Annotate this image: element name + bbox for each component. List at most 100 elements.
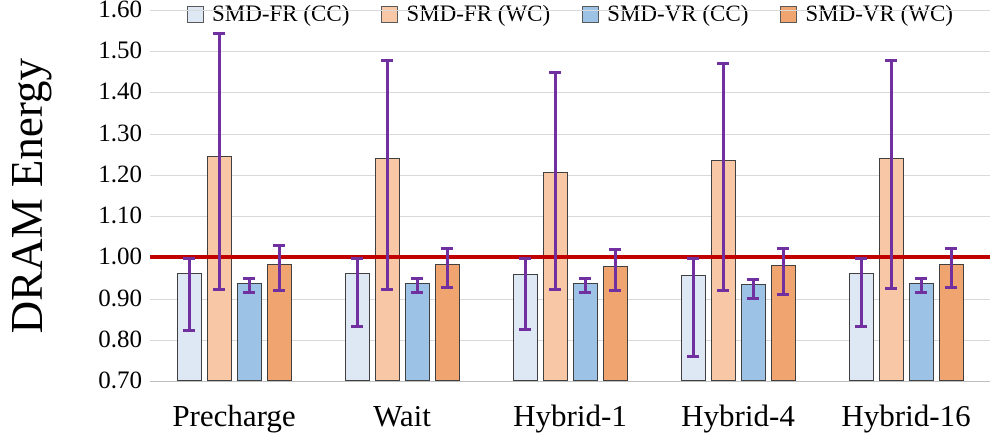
error-bar-SMD-FR (WC)-Hybrid-16	[889, 59, 893, 291]
error-cap-low-SMD-FR (WC)-Hybrid-1	[549, 287, 561, 291]
error-cap-low-SMD-VR (CC)-Wait	[411, 290, 423, 294]
x-axis-label-Wait: Wait	[373, 398, 431, 433]
error-cap-low-SMD-FR (CC)-Hybrid-4	[687, 355, 699, 359]
error-cap-low-SMD-FR (CC)-Hybrid-1	[519, 328, 531, 332]
y-axis-title-text: DRAM Energy	[2, 58, 52, 334]
error-bar-SMD-VR (CC)-Wait	[415, 277, 419, 294]
bar-SMD-VR (CC)-Hybrid-1	[572, 283, 598, 381]
legend-item-SMD-VR (CC): SMD-VR (CC)	[582, 1, 748, 27]
legend-label: SMD-VR (CC)	[607, 1, 749, 26]
error-bar-SMD-VR (WC)-Wait	[445, 247, 449, 289]
error-cap-high-SMD-VR (WC)-Hybrid-1	[609, 247, 621, 251]
gridline-0.90	[150, 298, 990, 300]
error-bar-SMD-FR (CC)-Wait	[355, 257, 359, 328]
error-bar-SMD-FR (WC)-Wait	[385, 59, 389, 291]
error-cap-low-SMD-VR (WC)-Hybrid-16	[945, 286, 957, 290]
reference-line-1.00	[150, 255, 990, 260]
error-cap-high-SMD-FR (WC)-Hybrid-4	[717, 62, 729, 66]
error-cap-high-SMD-VR (CC)-Hybrid-1	[579, 277, 591, 281]
error-cap-low-SMD-FR (WC)-Hybrid-4	[717, 288, 729, 292]
error-cap-low-SMD-VR (WC)-Wait	[441, 285, 453, 289]
legend-swatch-icon	[780, 5, 798, 23]
legend-label: SMD-VR (WC)	[805, 1, 953, 26]
error-cap-high-SMD-FR (CC)-Hybrid-1	[519, 257, 531, 261]
error-cap-high-SMD-VR (WC)-Wait	[441, 247, 453, 251]
error-cap-high-SMD-FR (CC)-Precharge	[183, 257, 195, 261]
error-cap-high-SMD-FR (WC)-Hybrid-1	[549, 71, 561, 75]
legend-item-SMD-FR (CC): SMD-FR (CC)	[187, 1, 349, 27]
error-bar-SMD-FR (CC)-Precharge	[187, 257, 191, 333]
error-bar-SMD-FR (CC)-Hybrid-1	[523, 257, 527, 332]
gridline-0.70	[150, 381, 990, 382]
legend-label: SMD-FR (CC)	[212, 1, 350, 26]
bar-SMD-VR (CC)-Wait	[404, 283, 430, 381]
x-axis-label-Precharge: Precharge	[172, 398, 296, 433]
error-cap-low-SMD-FR (WC)-Hybrid-16	[885, 287, 897, 291]
error-cap-low-SMD-VR (CC)-Hybrid-1	[579, 290, 591, 294]
bar-SMD-VR (CC)-Hybrid-4	[740, 284, 766, 381]
legend-swatch-icon	[187, 5, 204, 23]
error-cap-high-SMD-VR (CC)-Hybrid-16	[915, 277, 927, 281]
plot-area: SMD-FR (CC) SMD-FR (WC) SMD-VR (CC) SMD-VR …	[150, 1, 990, 382]
bar-SMD-VR (CC)-Hybrid-16	[908, 283, 934, 381]
gridline-1.30	[150, 133, 990, 135]
x-axis-label-Hybrid-1: Hybrid-1	[513, 398, 627, 433]
y-tick-label-0.80: 0.80	[98, 325, 142, 353]
error-cap-low-SMD-VR (CC)-Precharge	[243, 291, 255, 295]
error-cap-low-SMD-FR (CC)-Precharge	[183, 329, 195, 333]
error-cap-high-SMD-FR (WC)-Hybrid-16	[885, 59, 897, 63]
bar-SMD-VR (CC)-Precharge	[236, 283, 262, 381]
legend-item-SMD-FR (WC): SMD-FR (WC)	[381, 1, 550, 27]
error-bar-SMD-VR (WC)-Hybrid-16	[949, 246, 953, 290]
error-cap-high-SMD-VR (WC)-Precharge	[273, 243, 285, 247]
legend-item-SMD-VR (WC): SMD-VR (WC)	[780, 1, 953, 27]
error-cap-high-SMD-VR (CC)-Hybrid-4	[747, 277, 759, 281]
gridline-1.40	[150, 92, 990, 94]
gridline-1.50	[150, 51, 990, 53]
y-tick-label-0.90: 0.90	[98, 284, 142, 312]
y-tick-label-1.50: 1.50	[98, 37, 142, 65]
y-tick-label-1.30: 1.30	[98, 119, 142, 147]
error-cap-high-SMD-FR (CC)-Wait	[351, 257, 363, 261]
error-bar-SMD-FR (WC)-Hybrid-1	[553, 71, 557, 291]
error-cap-low-SMD-VR (WC)-Hybrid-4	[777, 292, 789, 296]
y-tick-label-1.10: 1.10	[98, 202, 142, 230]
error-bar-SMD-FR (CC)-Hybrid-16	[859, 257, 863, 329]
y-tick-label-1.40: 1.40	[98, 78, 142, 106]
error-bar-SMD-VR (WC)-Hybrid-1	[613, 247, 617, 292]
error-cap-low-SMD-FR (CC)-Wait	[351, 324, 363, 328]
gridline-0.80	[150, 339, 990, 341]
y-tick-label-1.20: 1.20	[98, 160, 142, 188]
error-bar-SMD-VR (CC)-Hybrid-4	[751, 277, 755, 301]
gridline-1.20	[150, 174, 990, 176]
error-cap-low-SMD-FR (CC)-Hybrid-16	[855, 325, 867, 329]
legend-swatch-icon	[381, 5, 399, 23]
x-axis-label-Hybrid-4: Hybrid-4	[681, 398, 795, 433]
error-cap-high-SMD-VR (WC)-Hybrid-4	[777, 247, 789, 251]
y-tick-label-1.60: 1.60	[98, 0, 142, 23]
error-cap-low-SMD-VR (WC)-Precharge	[273, 289, 285, 293]
gridline-1.10	[150, 216, 990, 218]
error-cap-low-SMD-FR (WC)-Precharge	[213, 287, 225, 291]
error-bar-SMD-FR (WC)-Hybrid-4	[721, 62, 725, 292]
x-axis-label-Hybrid-16: Hybrid-16	[841, 398, 971, 433]
error-bar-SMD-VR (CC)-Precharge	[247, 277, 251, 294]
legend-swatch-icon	[582, 5, 600, 23]
error-bar-SMD-VR (CC)-Hybrid-1	[583, 277, 587, 294]
error-cap-low-SMD-FR (WC)-Wait	[381, 287, 393, 291]
error-cap-low-SMD-VR (CC)-Hybrid-4	[747, 297, 759, 301]
error-cap-high-SMD-VR (CC)-Precharge	[243, 277, 255, 281]
error-cap-low-SMD-VR (CC)-Hybrid-16	[915, 290, 927, 294]
error-cap-high-SMD-FR (CC)-Hybrid-16	[855, 257, 867, 261]
y-tick-label-0.70: 0.70	[98, 367, 142, 394]
error-bar-SMD-VR (WC)-Precharge	[277, 243, 281, 293]
error-bar-SMD-VR (WC)-Hybrid-4	[781, 247, 785, 296]
error-cap-high-SMD-FR (CC)-Hybrid-4	[687, 257, 699, 261]
error-cap-high-SMD-VR (WC)-Hybrid-16	[945, 246, 957, 250]
error-bar-SMD-FR (WC)-Precharge	[217, 32, 221, 291]
error-bar-SMD-VR (CC)-Hybrid-16	[919, 277, 923, 294]
y-tick-label-1.00: 1.00	[98, 243, 142, 271]
legend-label: SMD-FR (WC)	[406, 1, 551, 26]
error-cap-high-SMD-VR (CC)-Wait	[411, 277, 423, 281]
